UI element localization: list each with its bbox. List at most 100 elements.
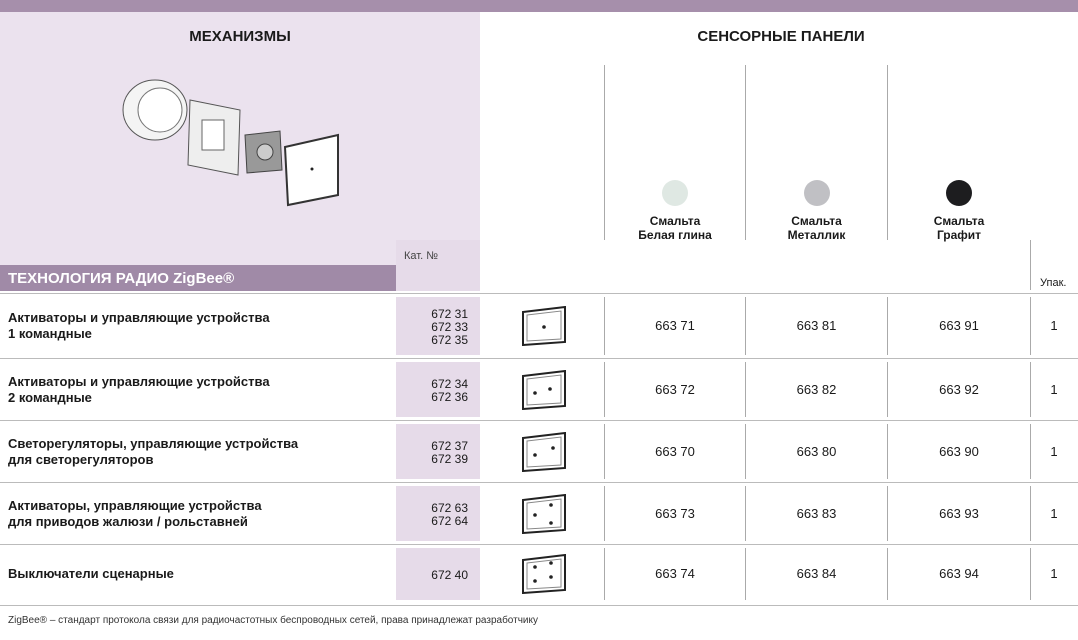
row-label: для светорегуляторов	[8, 451, 154, 467]
code: 663 70	[655, 443, 695, 459]
pack-label: Упак.	[1040, 277, 1067, 289]
column-line	[745, 65, 746, 240]
cat-cell	[396, 424, 480, 479]
footer-line	[0, 605, 1078, 606]
cell-line	[745, 297, 746, 355]
footer: ZigBee® – стандарт протокола связи для р…	[8, 615, 538, 626]
cell-line	[1030, 362, 1031, 417]
cell-line	[745, 362, 746, 417]
row-line	[0, 482, 1078, 483]
cat-number: 672 63	[431, 500, 468, 515]
code: 663 82	[796, 381, 837, 397]
swatch	[803, 180, 830, 206]
code: 663 92	[939, 381, 979, 397]
column-line	[1030, 240, 1031, 290]
column-line	[887, 65, 888, 240]
right-title: СЕНСОРНЫЕ ПАНЕЛИ	[697, 28, 865, 45]
cell-line	[604, 362, 605, 417]
cell-line	[604, 548, 605, 600]
column-line	[604, 65, 605, 240]
code: 663 72	[655, 381, 695, 397]
column-name: Смальта	[933, 214, 985, 228]
code: 663 94	[939, 566, 979, 581]
left-header	[0, 12, 480, 265]
cat-cell	[396, 486, 480, 541]
row-label: Светорегуляторы, управляющие устройства	[8, 435, 299, 451]
pack: 1	[1050, 505, 1058, 521]
cell-line	[745, 548, 746, 600]
cat-number: 672 31	[431, 306, 468, 321]
cell-line	[1030, 424, 1031, 479]
code: 663 74	[655, 566, 695, 581]
panel-icon	[521, 553, 567, 595]
cell-line	[1030, 486, 1031, 541]
pack: 1	[1050, 318, 1058, 333]
cat-number: 672 37	[431, 438, 468, 453]
cell-line	[604, 424, 605, 479]
column-name: Смальта	[649, 214, 701, 228]
cell-line	[1030, 297, 1031, 355]
cat-header	[396, 240, 480, 265]
row-label: 1 командные	[8, 326, 92, 341]
section-title: ТЕХНОЛОГИЯ РАДИО ZigBee®	[0, 265, 396, 291]
row-label: для приводов жалюзи / рольставней	[8, 513, 248, 529]
panel-icon	[521, 431, 567, 472]
cell-line	[604, 297, 605, 355]
code: 663 81	[796, 318, 837, 333]
cell-line	[745, 424, 746, 479]
column-name: Смальта	[791, 214, 842, 228]
row-label: Выключатели сценарные	[8, 566, 174, 581]
swatch	[662, 180, 688, 206]
cat-number: 672 39	[431, 451, 468, 466]
mechanism-illustration	[122, 79, 339, 207]
divider	[480, 12, 484, 602]
column-name: Графит	[936, 228, 982, 242]
cell-line	[887, 548, 888, 600]
cell-line	[887, 362, 888, 417]
cat-number: 672 35	[431, 332, 468, 347]
cat-number: 672 34	[431, 376, 468, 391]
column-name: Металлик	[787, 228, 846, 242]
row-line	[0, 358, 1078, 359]
code: 663 90	[939, 443, 979, 459]
code: 663 84	[796, 566, 837, 581]
swatch	[946, 180, 972, 206]
cell-line	[604, 486, 605, 541]
cat-number: 672 40	[431, 567, 468, 582]
pack: 1	[1050, 443, 1058, 459]
row-line	[0, 544, 1078, 545]
left-title: МЕХАНИЗМЫ	[189, 28, 291, 45]
cat-cell	[396, 548, 480, 600]
code: 663 93	[939, 505, 979, 521]
row-label: Активаторы и управляющие устройства	[8, 373, 270, 389]
cell-line	[887, 297, 888, 355]
row-line	[0, 293, 1078, 294]
panel-icon	[521, 493, 567, 534]
cat-band	[396, 265, 480, 291]
cat-cell	[396, 297, 480, 355]
cat-cell	[396, 362, 480, 417]
top-bar	[0, 0, 1078, 12]
cat-number: 672 64	[431, 513, 468, 528]
pack: 1	[1050, 381, 1058, 397]
column-name: Белая глина	[638, 228, 712, 242]
pack: 1	[1050, 566, 1058, 581]
row-label: Активаторы, управляющие устройства	[8, 497, 262, 513]
code: 663 83	[796, 505, 837, 521]
code: 663 91	[939, 318, 979, 333]
cell-line	[1030, 548, 1031, 600]
code: 663 73	[655, 505, 695, 521]
cat-number: 672 33	[431, 319, 468, 334]
row-label: Активаторы и управляющие устройства	[8, 310, 270, 325]
cell-line	[745, 486, 746, 541]
cell-line	[887, 424, 888, 479]
cat-number: 672 36	[431, 389, 468, 404]
code: 663 80	[796, 443, 837, 459]
cat-label: Кат. №	[404, 250, 439, 262]
panel-icon	[521, 305, 567, 347]
row-line	[0, 420, 1078, 421]
panel-icon	[521, 369, 567, 410]
cell-line	[887, 486, 888, 541]
code: 663 71	[655, 318, 695, 333]
